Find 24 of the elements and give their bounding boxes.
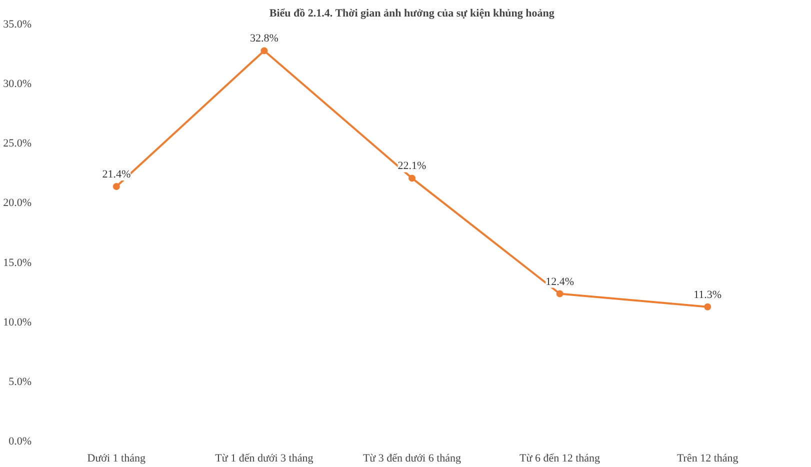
y-tick-label: 35.0% <box>3 18 32 30</box>
text: 22.1% <box>398 160 426 172</box>
x-tick-label: Từ 1 đến dưới 3 tháng <box>215 452 314 464</box>
point <box>112 183 120 190</box>
y-tick-label: 5.0% <box>8 376 32 388</box>
y-tick-label: 10.0% <box>3 316 32 328</box>
point <box>260 47 268 54</box>
y-tick-label: 20.0% <box>3 197 32 210</box>
y-tick-label: 30.0% <box>3 78 32 90</box>
text: 12.4% <box>546 276 574 288</box>
point <box>408 174 416 182</box>
x-tick-label: Từ 6 đến 12 tháng <box>520 452 601 464</box>
x-tick-label: Từ 3 đến dưới 6 tháng <box>362 452 462 464</box>
text: 21.4% <box>102 168 131 181</box>
text: 32.8% <box>250 32 278 45</box>
y-tick-label: 25.0% <box>3 138 32 150</box>
chart-title: Biểu đồ 2.1.4. Thời gian ảnh hưởng của sự kiện khủng hoảng <box>269 8 555 20</box>
text: 11.3% <box>694 288 722 301</box>
point <box>704 303 712 310</box>
x-tick-label: Dưới 1 tháng <box>87 452 146 464</box>
point <box>556 290 564 298</box>
y-tick-label: 0.0% <box>8 436 32 448</box>
y-tick-label: 15.0% <box>3 256 32 269</box>
x-tick-label: Trên 12 tháng <box>676 452 739 464</box>
